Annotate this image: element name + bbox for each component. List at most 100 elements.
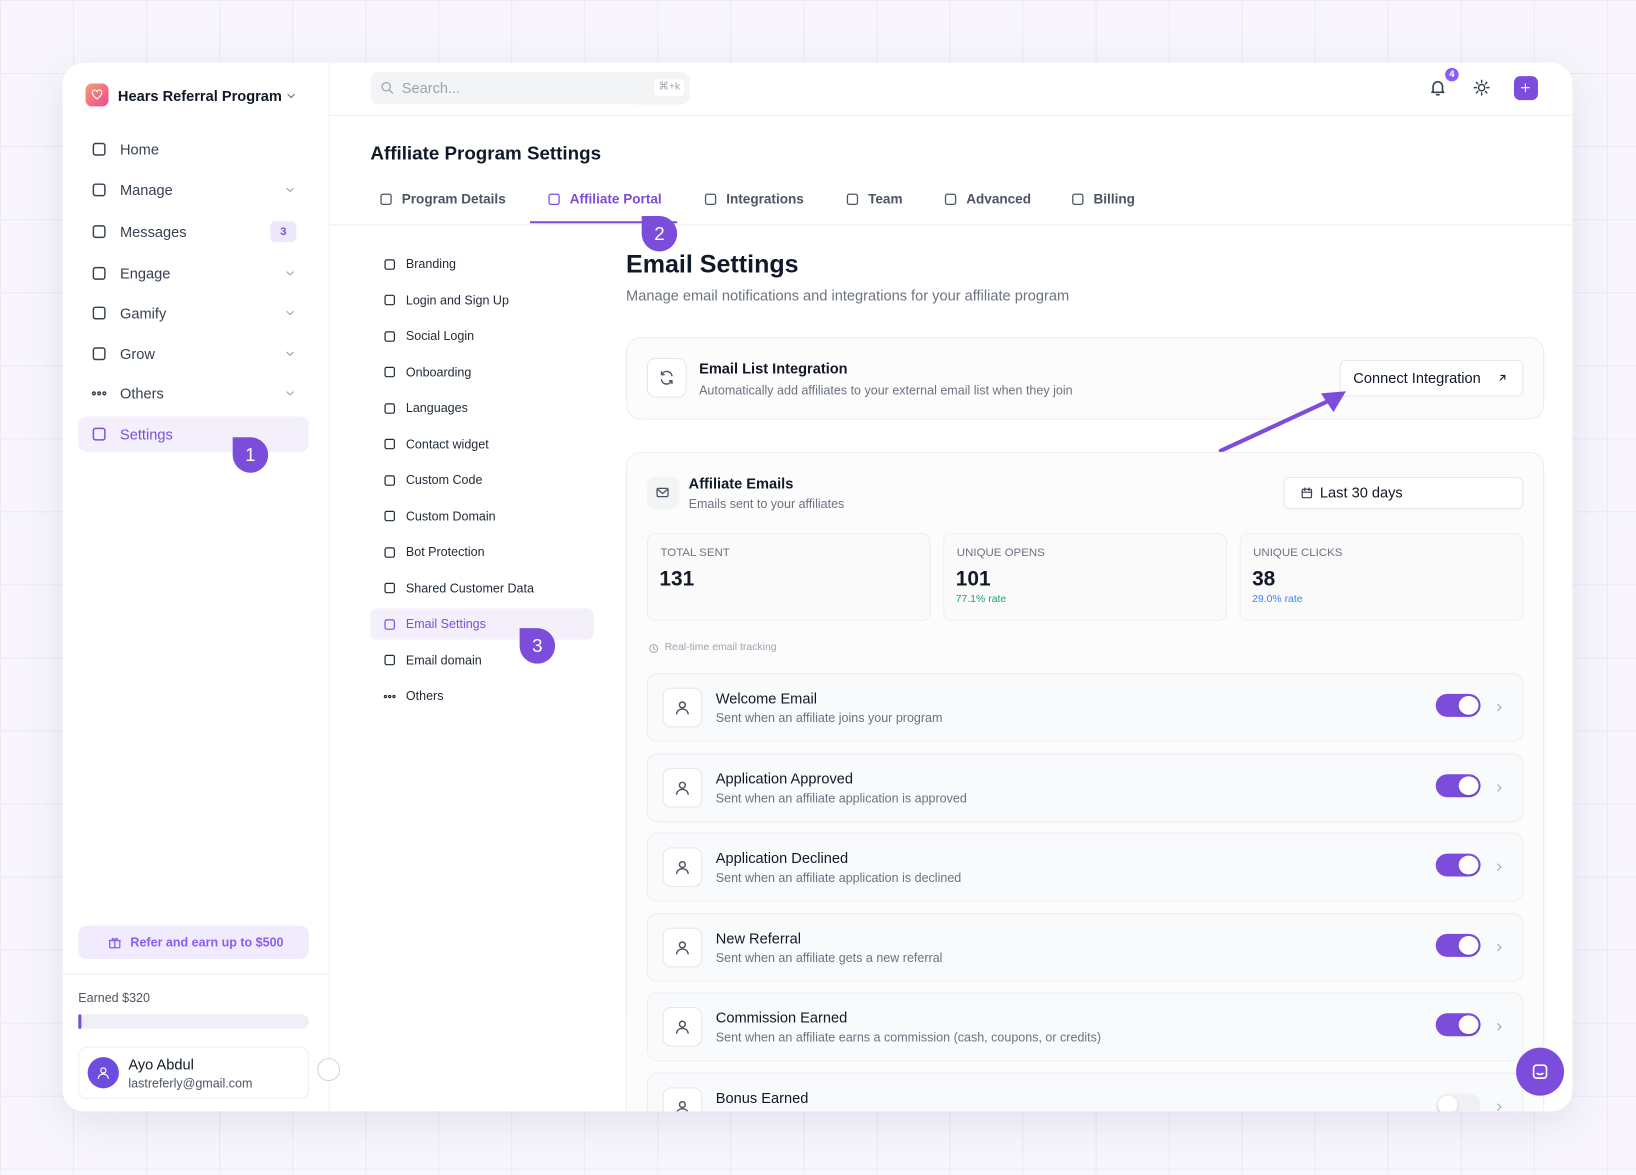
nav-icon [92, 183, 106, 197]
email-icon-box [662, 687, 703, 728]
search-shortcut: ⌘+k [654, 79, 685, 97]
email-row[interactable] [646, 1072, 1524, 1112]
nav-icon [91, 391, 107, 396]
menu-item[interactable]: Onboarding [405, 364, 472, 380]
menu-icon [383, 694, 396, 698]
menu-item[interactable]: Custom Domain [405, 508, 496, 524]
callout-number: 2 [654, 223, 665, 245]
stat-label: UNIQUE OPENS [956, 546, 1045, 560]
program-name: Hears Referral Program [117, 87, 282, 105]
tab[interactable]: Team [868, 190, 903, 207]
tab-icon [704, 193, 717, 205]
toggle-knob [1458, 696, 1479, 715]
tab[interactable]: Affiliate Portal [569, 190, 662, 207]
integration-card [626, 337, 1545, 420]
email-description: Sent when an affiliate application is de… [715, 870, 962, 886]
integration-icon [660, 370, 673, 385]
annotation-arrow [1218, 391, 1346, 453]
chat-button[interactable] [1516, 1047, 1565, 1096]
notification-badge: 4 [1445, 67, 1459, 82]
stat-card [1239, 533, 1524, 621]
tab-icon [1072, 193, 1084, 205]
menu-item[interactable]: Others [405, 688, 444, 704]
email-row[interactable] [646, 992, 1524, 1062]
nav-icon [92, 266, 106, 280]
tracking-note: Real-time email tracking [664, 641, 777, 654]
email-description: Sent when an affiliate earns a commissio… [715, 1030, 1102, 1045]
menu-icon [383, 546, 395, 558]
sidebar-border [328, 62, 330, 1112]
app-window: Hears Referral Program Home Manage Messages… [62, 62, 1573, 1112]
stat-rate: 29.0% rate [1252, 593, 1303, 606]
range-label: Last 30 days [1319, 484, 1403, 501]
connect-icon [1499, 374, 1506, 381]
menu-item[interactable]: Email Settings [405, 616, 486, 632]
nav-item[interactable]: Home [119, 140, 159, 158]
nav-item[interactable]: Gamify [119, 304, 167, 322]
menu-item[interactable]: Branding [405, 256, 457, 272]
menu-item[interactable]: Login and Sign Up [405, 292, 509, 308]
nav-item[interactable]: Messages [119, 223, 187, 241]
refer-box[interactable] [78, 925, 309, 959]
program-chevron [287, 93, 295, 99]
tab[interactable]: Advanced [966, 190, 1032, 207]
menu-item[interactable]: Shared Customer Data [405, 580, 534, 596]
email-title: Bonus Earned [715, 1089, 809, 1107]
menu-icon [383, 402, 395, 414]
nav-active-bg [78, 416, 309, 452]
integration-icon-box [646, 357, 687, 398]
email-row[interactable] [646, 752, 1524, 822]
logo [85, 83, 109, 107]
menu-icon [383, 618, 395, 630]
email-row[interactable] [646, 832, 1524, 902]
menu-icon [383, 294, 395, 306]
range-picker[interactable] [1283, 476, 1524, 510]
tab-icon [846, 193, 859, 205]
email-icon [676, 1100, 689, 1112]
menu-icon [383, 582, 395, 594]
nav-item[interactable]: Manage [119, 181, 173, 199]
user-card [78, 1046, 309, 1099]
email-row[interactable] [646, 673, 1524, 742]
email-chevron [1497, 1103, 1502, 1111]
menu-item[interactable]: Email domain [405, 652, 482, 668]
connect-button-label: Connect Integration [1353, 369, 1481, 387]
menu-item[interactable]: Contact widget [405, 436, 489, 452]
tab[interactable]: Integrations [726, 190, 804, 207]
callout-number: 3 [532, 635, 543, 657]
toggle-knob [1458, 775, 1479, 795]
nav-item[interactable]: Settings [119, 425, 173, 443]
tab[interactable]: Billing [1093, 190, 1135, 207]
connect-button[interactable] [1339, 360, 1524, 397]
sidebar-divider [62, 973, 329, 975]
nav-item[interactable]: Others [119, 385, 164, 402]
email-chevron [1497, 943, 1502, 951]
menu-active-bg [370, 608, 594, 640]
email-description: Sent when an affiliate application is ap… [715, 790, 967, 806]
menu-item[interactable]: Custom Code [405, 472, 483, 488]
tab[interactable]: Program Details [401, 190, 506, 207]
tab-icon [548, 193, 560, 205]
menu-icon [383, 438, 395, 450]
menu-icon [383, 510, 395, 522]
theme-toggle [1473, 79, 1490, 96]
stat-value: 101 [955, 567, 991, 591]
collapse-button[interactable] [317, 1058, 341, 1082]
refer-text: Refer and earn up to $500 [130, 934, 284, 950]
user-name: Ayo Abdul [128, 1056, 194, 1073]
avatar-icon [97, 1067, 109, 1079]
menu-item[interactable]: Social Login [405, 328, 475, 344]
menu-item[interactable]: Bot Protection [405, 544, 485, 560]
tracking-icon [648, 643, 658, 653]
nav-item[interactable]: Engage [119, 265, 171, 282]
nav-item[interactable]: Grow [119, 345, 155, 363]
menu-item[interactable]: Languages [405, 400, 468, 416]
search-box[interactable] [370, 72, 690, 105]
email-chevron [1497, 863, 1502, 872]
add-icon [1520, 83, 1530, 93]
email-row[interactable] [646, 912, 1524, 982]
email-title: Application Approved [715, 769, 854, 787]
toggle-knob [1458, 855, 1479, 875]
